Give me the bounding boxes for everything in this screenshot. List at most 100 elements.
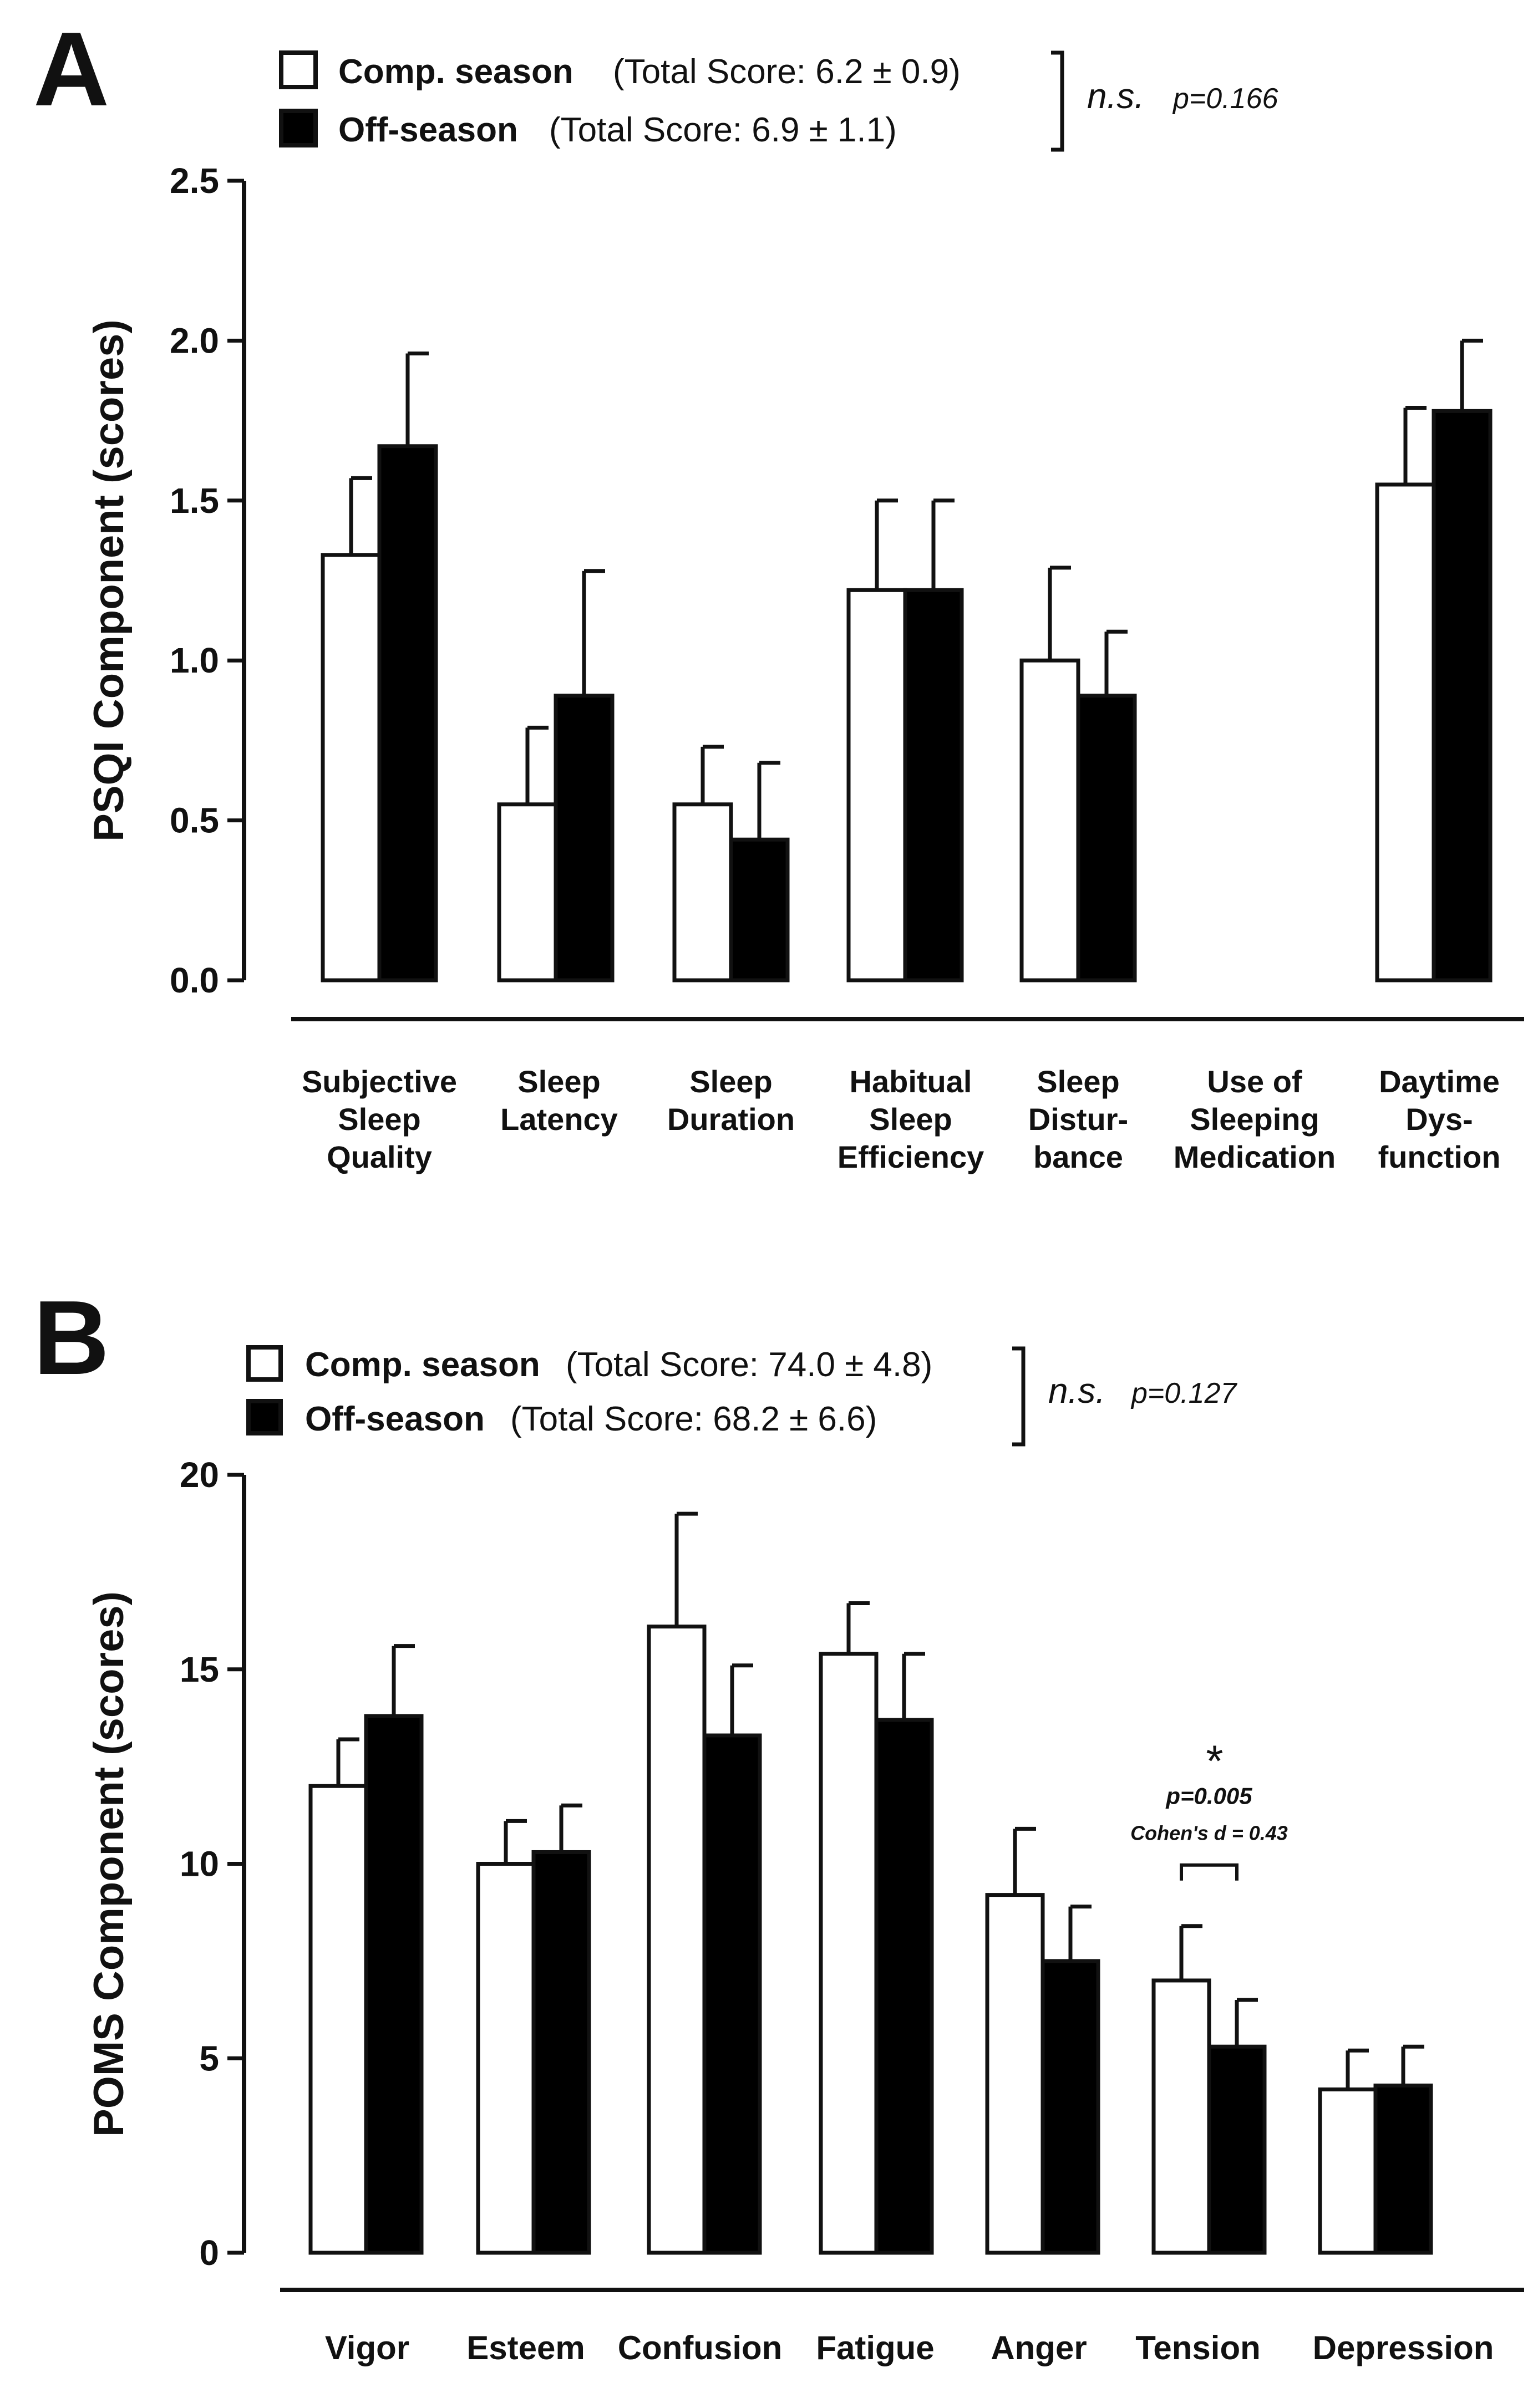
legend-total-off-season: (Total Score: 68.2 ± 6.6) bbox=[510, 1400, 877, 1438]
x-tick-label-line: Depression bbox=[1313, 2329, 1494, 2366]
x-tick-label-line: Efficiency bbox=[837, 1139, 984, 1174]
x-tick-labels: Vigor Esteem Confusion Fatigue Anger Tension D… bbox=[325, 2329, 1494, 2366]
bars bbox=[321, 338, 1493, 982]
x-tick-label-line: Sleep bbox=[689, 1064, 772, 1099]
legend-label-comp-season: Comp. season bbox=[338, 53, 573, 91]
legend-swatch-off-season bbox=[246, 1399, 283, 1435]
ns-label: n.s. bbox=[1087, 76, 1144, 116]
panel-a: A Comp. season (Total Score: 6.2 ± 0.9) … bbox=[33, 11, 1524, 1174]
x-tick-label-line: Medication bbox=[1174, 1139, 1336, 1174]
x-tick-label-line: Esteem bbox=[466, 2329, 585, 2366]
bar-off-season bbox=[1373, 2083, 1433, 2255]
p-value: p=0.166 bbox=[1172, 83, 1278, 115]
legend-label-off-season: Off-season bbox=[338, 111, 518, 149]
x-tick-label: Sleep Distur-bance bbox=[1028, 1064, 1128, 1174]
legend-total-comp-season: (Total Score: 74.0 ± 4.8) bbox=[566, 1346, 932, 1384]
bar-comp-season bbox=[647, 1625, 707, 2255]
y-ticks: 0.0 0.5 1.0 1.5 2.0 2.5 bbox=[170, 161, 244, 1000]
x-tick-label-line: Subjective bbox=[302, 1064, 457, 1099]
bar-off-season bbox=[1432, 409, 1493, 982]
x-tick-label: Subjective Sleep Quality bbox=[302, 1064, 457, 1174]
panel-b: B Comp. season (Total Score: 74.0 ± 4.8)… bbox=[33, 1279, 1524, 2366]
legend-total-off-season: (Total Score: 6.9 ± 1.1) bbox=[549, 111, 897, 149]
legend-swatch-comp-season bbox=[279, 50, 318, 89]
x-tick-label-line: Habitual bbox=[850, 1064, 972, 1099]
bar-off-season bbox=[1076, 694, 1137, 982]
x-tick-label: Sleep Duration bbox=[667, 1064, 795, 1137]
bar-comp-season bbox=[985, 1893, 1045, 2255]
x-tick-label-line: Latency bbox=[500, 1102, 618, 1137]
x-tick-label: Anger bbox=[991, 2329, 1087, 2366]
x-tick-label-line: function bbox=[1378, 1139, 1501, 1174]
significance-star: * bbox=[1206, 1737, 1223, 1786]
y-tick-label: 0 bbox=[199, 2233, 219, 2273]
x-tick-label: Habitual Sleep Efficiency bbox=[837, 1064, 984, 1174]
bar-off-season bbox=[1207, 2044, 1267, 2255]
bar-off-season bbox=[364, 1714, 424, 2255]
y-tick-label: 0.5 bbox=[170, 801, 219, 841]
significance-effect-size: Cohen's d = 0.43 bbox=[1130, 1822, 1288, 1845]
x-tick-label: Esteem bbox=[466, 2329, 585, 2366]
bar-off-season bbox=[1040, 1959, 1100, 2255]
panel-letter-b: B bbox=[33, 1279, 109, 1397]
bar-off-season bbox=[531, 1850, 591, 2255]
bar-comp-season bbox=[1318, 2087, 1378, 2255]
ns-label: n.s. bbox=[1048, 1371, 1105, 1411]
x-tick-label-line: Use of bbox=[1207, 1064, 1302, 1099]
x-tick-label-line: Sleep bbox=[1037, 1064, 1119, 1099]
x-tick-label: Depression bbox=[1313, 2329, 1494, 2366]
y-tick-label: 5 bbox=[199, 2038, 219, 2078]
x-tick-label-line: Sleep bbox=[869, 1102, 952, 1137]
significance-annotation: * p=0.005 Cohen's d = 0.43 bbox=[1130, 1737, 1288, 1881]
x-tick-label-line: Vigor bbox=[325, 2329, 409, 2366]
bar-off-season bbox=[729, 837, 790, 982]
legend-bracket bbox=[1012, 1346, 1026, 1447]
x-tick-label-line: Quality bbox=[327, 1139, 432, 1174]
bar-comp-season bbox=[1151, 1978, 1211, 2255]
x-tick-label: Fatigue bbox=[816, 2329, 934, 2366]
y-tick-label: 1.5 bbox=[170, 481, 219, 521]
x-tick-label-line: Dys- bbox=[1405, 1102, 1473, 1137]
p-value: p=0.127 bbox=[1130, 1377, 1237, 1409]
bar-comp-season bbox=[497, 802, 558, 982]
y-axis-label: PSQI Component (scores) bbox=[85, 319, 133, 842]
y-tick-label: 2.0 bbox=[170, 320, 219, 360]
x-tick-label-line: Fatigue bbox=[816, 2329, 934, 2366]
y-tick-label: 1.0 bbox=[170, 640, 219, 680]
x-tick-label: Use of Sleeping Medication bbox=[1174, 1064, 1336, 1174]
x-tick-label-line: Anger bbox=[991, 2329, 1087, 2366]
x-tick-label-line: bance bbox=[1033, 1139, 1123, 1174]
x-tick-label-line: Sleep bbox=[338, 1102, 420, 1137]
bars bbox=[308, 1511, 1433, 2255]
y-tick-label: 15 bbox=[180, 1650, 219, 1689]
bar-comp-season bbox=[321, 553, 382, 982]
x-tick-label-line: Sleep bbox=[517, 1064, 600, 1099]
x-tick-label-line: Daytime bbox=[1379, 1064, 1500, 1099]
x-tick-label: Tension bbox=[1135, 2329, 1261, 2366]
bar-comp-season bbox=[672, 802, 733, 982]
bar-off-season bbox=[554, 694, 615, 982]
legend-label-off-season: Off-season bbox=[305, 1400, 485, 1438]
bar-off-season bbox=[874, 1718, 934, 2255]
y-axis-label: POMS Component (scores) bbox=[85, 1591, 133, 2137]
bar-off-season bbox=[702, 1733, 762, 2255]
legend-label-comp-season: Comp. season bbox=[305, 1346, 540, 1384]
bar-comp-season bbox=[819, 1652, 879, 2255]
x-tick-label: Vigor bbox=[325, 2329, 409, 2366]
legend-swatch-off-season bbox=[279, 109, 318, 147]
y-tick-label: 2.5 bbox=[170, 161, 219, 201]
bar-off-season bbox=[903, 588, 964, 982]
x-tick-label-line: Tension bbox=[1135, 2329, 1261, 2366]
x-tick-label: Confusion bbox=[618, 2329, 783, 2366]
bar-off-season bbox=[377, 444, 438, 982]
x-tick-label-line: Duration bbox=[667, 1102, 795, 1137]
legend-swatch-comp-season bbox=[246, 1345, 283, 1382]
y-tick-label: 10 bbox=[180, 1844, 219, 1884]
x-tick-label: Sleep Latency bbox=[500, 1064, 618, 1137]
legend-bracket bbox=[1051, 50, 1064, 152]
panel-letter-a: A bbox=[33, 11, 109, 128]
bar-comp-season bbox=[1019, 658, 1080, 982]
significance-p-value: p=0.005 bbox=[1165, 1783, 1252, 1809]
